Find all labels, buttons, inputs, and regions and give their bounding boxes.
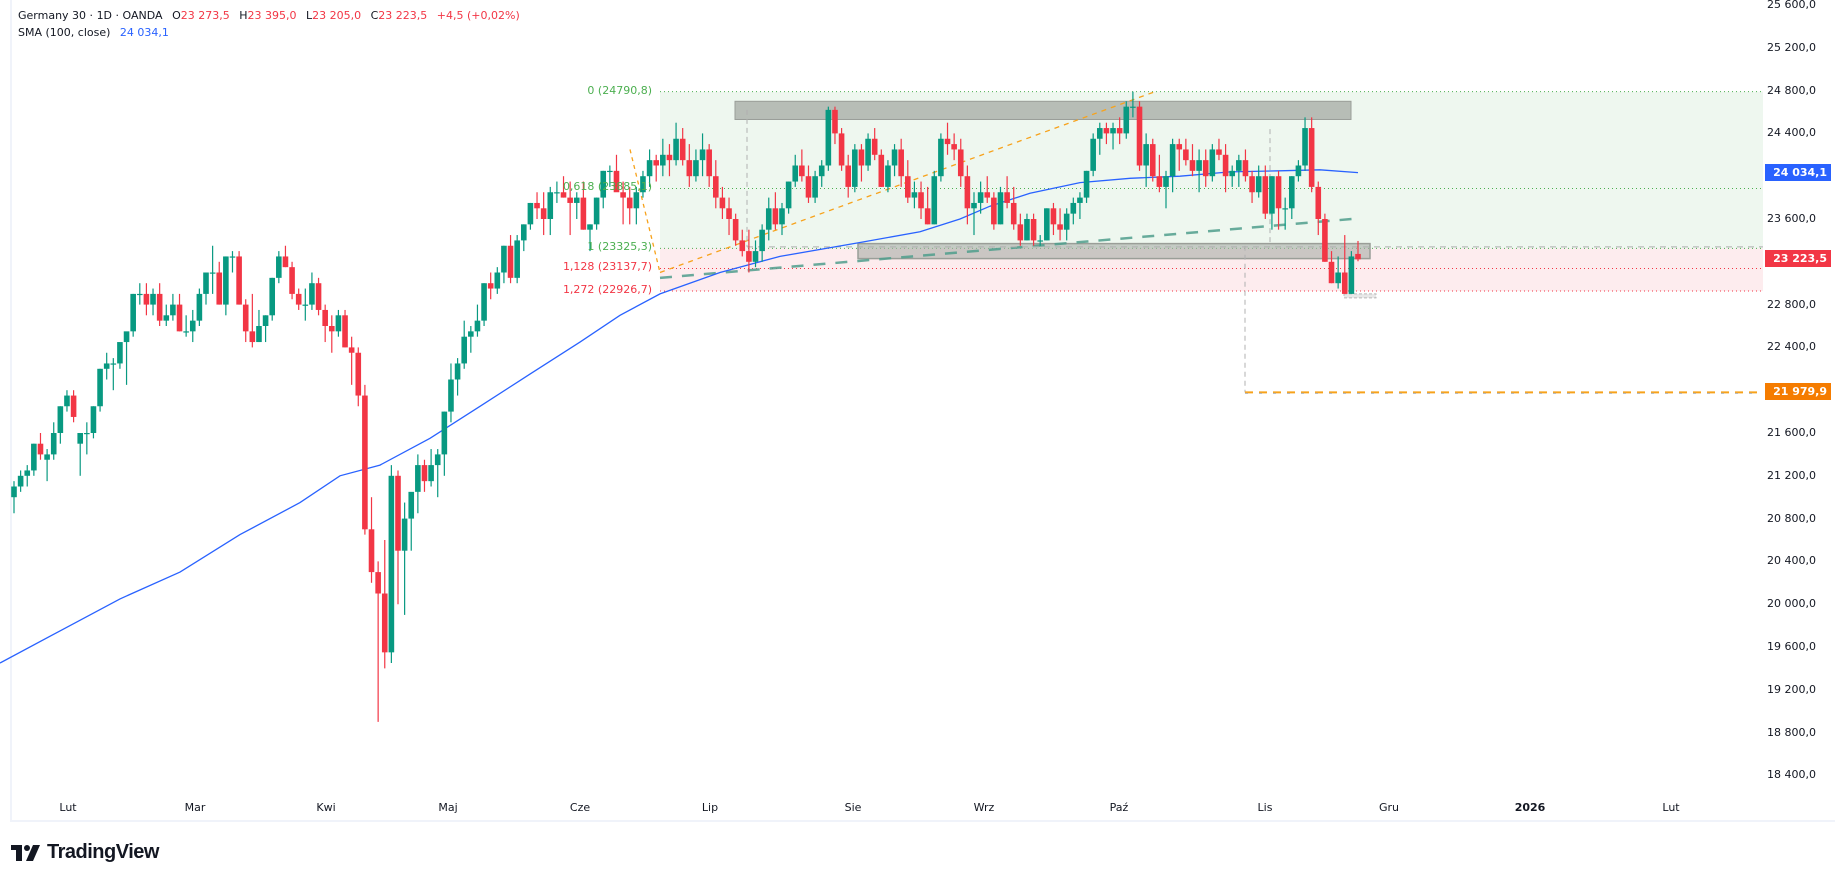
price-tick: 19 200,0 — [1767, 682, 1816, 696]
candles — [11, 91, 1361, 722]
change-value: +4,5 (+0,02%) — [436, 9, 520, 22]
price-tick: 21 200,0 — [1767, 468, 1816, 482]
last-price-tag: 23 223,5 — [1765, 250, 1831, 268]
data-source: OANDA — [122, 9, 163, 22]
indicator-value: 24 034,1 — [119, 26, 169, 39]
fib-level-label: 1 (23325,3) — [587, 240, 652, 254]
logo-text: TradingView — [47, 841, 159, 863]
time-tick: Sie — [844, 801, 862, 814]
sma-line — [0, 169, 1359, 664]
time-tick: Lut — [1662, 801, 1680, 814]
chart-frame — [10, 0, 1835, 822]
low-value: 23 205,0 — [312, 9, 362, 22]
time-tick: Lut — [59, 801, 77, 814]
price-tick: 21 600,0 — [1767, 426, 1816, 439]
tradingview-logo[interactable]: TradingView — [11, 841, 159, 864]
time-tick: Mar — [184, 801, 206, 814]
price-tick: 25 200,0 — [1767, 40, 1816, 54]
time-tick: Lis — [1257, 801, 1273, 814]
open-value: 23 273,5 — [180, 9, 230, 22]
price-tick: 22 800,0 — [1767, 297, 1816, 311]
time-tick: Cze — [569, 801, 591, 814]
price-tick: 20 000,0 — [1767, 597, 1816, 611]
price-tick: 23 600,0 — [1767, 212, 1816, 225]
price-tick: 22 400,0 — [1767, 340, 1816, 354]
fib-level-label: 0 (24790,8) — [587, 83, 652, 97]
fib-level-label: 1,272 (22926,7) — [562, 283, 652, 297]
fib-level-label: 0,618 (23885,1) — [562, 180, 652, 194]
price-tick: 20 800,0 — [1767, 511, 1816, 525]
price-zones[interactable] — [734, 100, 1371, 260]
symbol-legend[interactable]: Germany 30 · 1D · OANDA O23 273,5 H23 39… — [18, 9, 520, 22]
price-tick: 24 800,0 — [1767, 83, 1816, 97]
interval: 1D — [96, 9, 113, 22]
time-tick: Kwi — [316, 801, 336, 814]
time-tick: Paź — [1109, 801, 1129, 814]
price-tick: 18 400,0 — [1767, 768, 1816, 782]
price-tick: 20 400,0 — [1767, 554, 1816, 568]
tradingview-logo-icon — [11, 844, 40, 861]
target-price-tag: 21 979,9 — [1765, 383, 1831, 401]
indicator-legend[interactable]: SMA (100, close) 24 034,1 — [18, 26, 169, 39]
fib-level-label: 1,128 (23137,7) — [562, 260, 652, 274]
time-tick: Lip — [701, 801, 719, 814]
high-value: 23 395,0 — [247, 9, 297, 22]
price-tick: 25 600,0 — [1767, 0, 1816, 11]
close-value: 23 223,5 — [378, 9, 428, 22]
time-tick: 2026 — [1514, 801, 1546, 814]
time-tick: Wrz — [973, 801, 995, 814]
indicator-name: SMA (100, close) — [18, 26, 111, 39]
price-tick: 24 400,0 — [1767, 126, 1816, 140]
price-tick: 19 600,0 — [1767, 640, 1816, 653]
fibonacci-retracement[interactable] — [660, 91, 1763, 292]
time-tick: Gru — [1378, 801, 1400, 814]
price-tick: 18 800,0 — [1767, 725, 1816, 739]
symbol-name: Germany 30 — [18, 9, 87, 22]
time-tick: Maj — [438, 801, 458, 814]
sma-price-tag: 24 034,1 — [1765, 163, 1831, 181]
